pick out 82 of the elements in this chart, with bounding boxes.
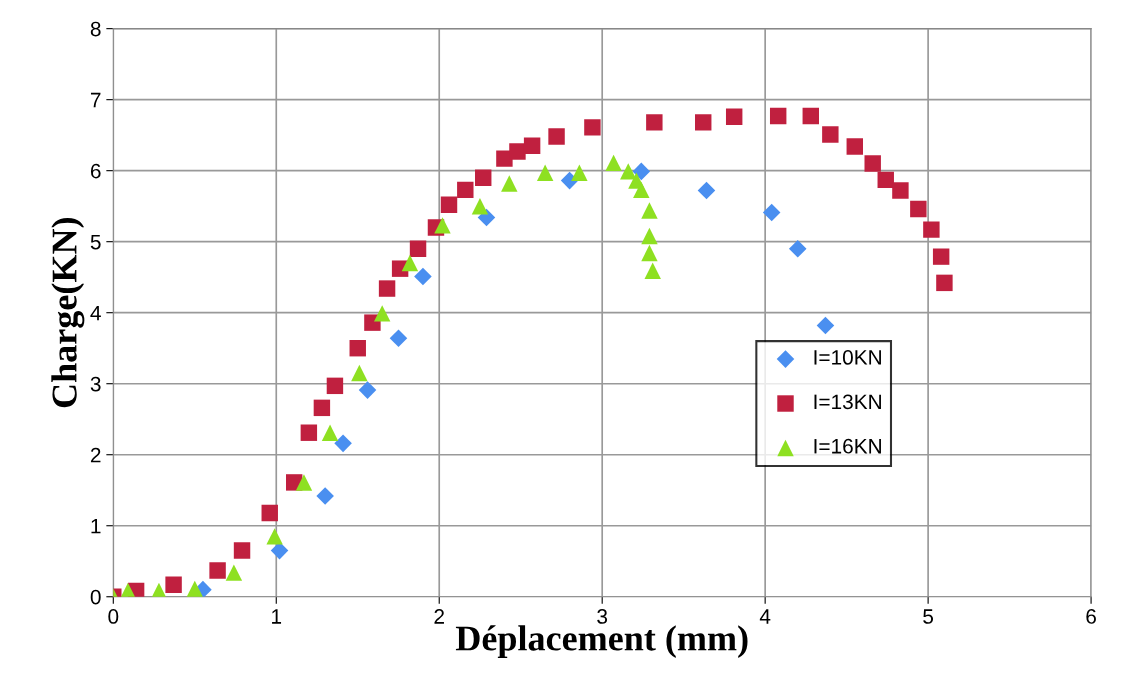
y-tick-label: 4 [90, 305, 101, 321]
point [434, 217, 451, 234]
point [409, 240, 427, 257]
point [923, 221, 940, 238]
point [641, 202, 658, 219]
point [414, 267, 432, 286]
point [932, 248, 950, 265]
point [822, 126, 839, 143]
point [641, 244, 658, 262]
point [509, 143, 526, 160]
point [471, 197, 489, 215]
point [788, 240, 807, 258]
point [349, 339, 366, 357]
point [313, 399, 331, 417]
point [548, 128, 565, 145]
point [401, 254, 419, 272]
x-tick-label: 1 [272, 609, 282, 624]
point [892, 182, 909, 199]
point [389, 329, 408, 348]
point [816, 316, 835, 335]
point [233, 542, 251, 559]
point [261, 504, 278, 522]
point [378, 280, 396, 297]
point [326, 377, 344, 395]
x-tick-label: 2 [434, 609, 444, 624]
point [523, 137, 541, 155]
point [695, 114, 712, 131]
x-tick-label: 6 [1086, 609, 1096, 624]
point [697, 181, 716, 200]
point [165, 576, 182, 593]
point [501, 175, 518, 192]
point [725, 108, 743, 125]
point [316, 487, 334, 505]
point [300, 424, 318, 441]
y-tick-label: 2 [90, 447, 101, 463]
point [373, 305, 391, 322]
legend-label: I=16KN [814, 438, 881, 454]
point [864, 155, 881, 172]
y-tick-label: 5 [90, 234, 101, 250]
point [936, 274, 953, 292]
point [186, 580, 203, 597]
legend-label: I=10KN [814, 350, 881, 365]
x-tick-label: 3 [597, 609, 608, 624]
point [334, 434, 352, 453]
y-tick-label: 3 [90, 376, 101, 392]
y-tick-label: 1 [91, 518, 101, 534]
point [802, 107, 819, 125]
point [762, 203, 781, 222]
point [358, 381, 377, 399]
y-tick-label: 0 [90, 589, 101, 605]
x-tick-label: 4 [759, 609, 771, 624]
point [846, 138, 863, 155]
point [769, 107, 787, 125]
point [321, 424, 339, 441]
point [351, 364, 368, 382]
point [475, 169, 492, 186]
point [571, 164, 588, 182]
y-axis-title: Charge(KN) [51, 218, 85, 408]
point [584, 119, 601, 136]
point [209, 562, 226, 579]
y-tick-label: 8 [90, 21, 101, 37]
point [457, 181, 474, 199]
x-tick-label: 5 [923, 609, 934, 624]
point [605, 154, 622, 172]
point [633, 181, 650, 199]
point [644, 262, 661, 280]
point [295, 474, 313, 491]
x-tick-label: 0 [108, 609, 119, 624]
point [632, 162, 651, 181]
point [225, 564, 243, 581]
point [440, 196, 458, 213]
point [877, 171, 894, 189]
point [536, 164, 554, 182]
y-tick-label: 7 [90, 92, 101, 108]
point [620, 163, 637, 180]
x-axis-title: Déplacement (mm) [455, 625, 748, 658]
point [910, 200, 927, 218]
point [646, 114, 663, 131]
point [266, 528, 283, 545]
y-tick-label: 6 [90, 163, 101, 179]
legend-label: I=13KN [814, 394, 881, 410]
point [641, 227, 658, 245]
